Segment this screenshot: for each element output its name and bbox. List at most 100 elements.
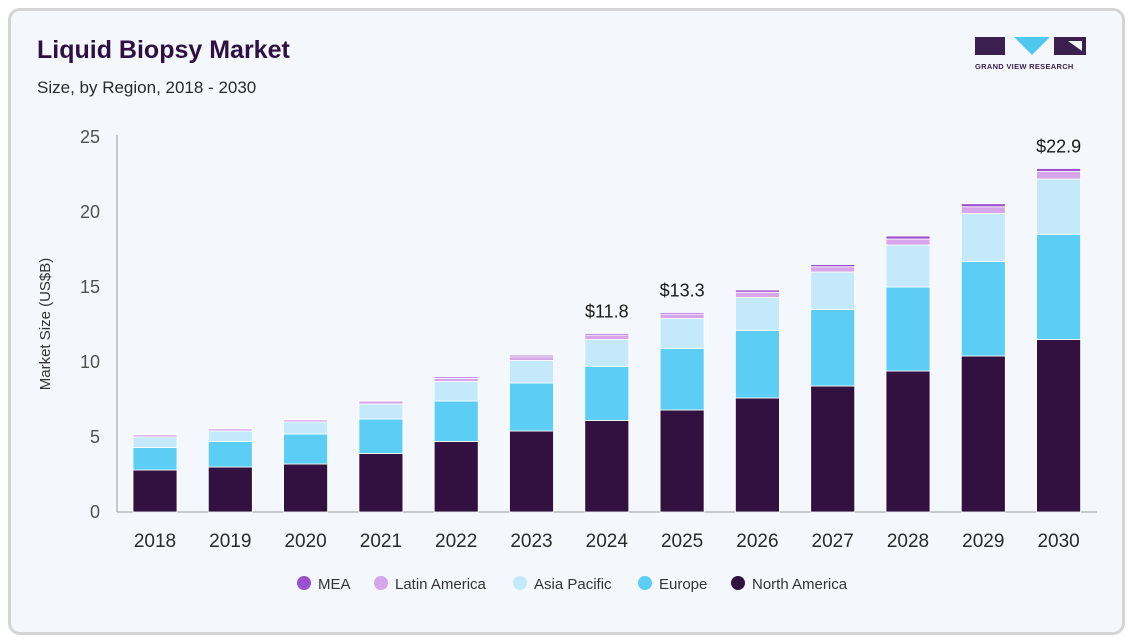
- chart-data-labels: $11.8 $13.3 $22.9: [585, 137, 1081, 322]
- logo-triangle: [1014, 37, 1050, 55]
- bar-segment-europe: [584, 366, 630, 421]
- bar-segment-latin-america: [885, 238, 931, 246]
- legend-swatch-asia-pacific: [513, 576, 527, 590]
- bar-segment-europe: [358, 418, 404, 454]
- bar-segment-north-america: [207, 466, 253, 513]
- bar-segment-mea: [433, 376, 479, 379]
- x-tick-label: 2019: [209, 531, 251, 552]
- bar-segment-asia-pacific: [283, 421, 329, 435]
- bar-segment-north-america: [358, 453, 404, 513]
- y-tick-label: 10: [80, 352, 100, 372]
- bar-segment-europe: [810, 309, 856, 387]
- chart-bars: [132, 168, 1081, 513]
- y-tick-label: 5: [90, 427, 100, 447]
- bar-segment-latin-america: [810, 266, 856, 273]
- bar-segment-north-america: [735, 397, 780, 513]
- bar-segment-mea: [132, 433, 178, 436]
- bar-segment-north-america: [584, 420, 630, 513]
- bar-segment-latin-america: [960, 206, 1006, 214]
- brand-logo: [975, 37, 1086, 55]
- x-tick-label: 2028: [887, 531, 929, 552]
- bar-segment-asia-pacific: [885, 244, 931, 288]
- y-tick-label: 0: [90, 502, 100, 522]
- chart-legend: MEA Latin America Asia Pacific Europe North …: [297, 576, 848, 593]
- x-tick-label: 2021: [360, 531, 402, 552]
- legend-label: North America: [752, 576, 848, 593]
- x-tick-label: 2020: [284, 531, 326, 552]
- y-axis-label: Market Size (US$B): [37, 258, 54, 391]
- data-label: $11.8: [585, 302, 629, 322]
- bar-segment-north-america: [132, 469, 178, 513]
- bar-segment-north-america: [1036, 339, 1081, 513]
- legend-swatch-mea: [297, 576, 311, 590]
- bar-segment-latin-america: [584, 334, 630, 340]
- bar-segment-mea: [735, 289, 780, 293]
- legend-swatch-latin-america: [374, 576, 388, 590]
- bar-segment-asia-pacific: [960, 213, 1006, 262]
- x-tick-label: 2023: [510, 531, 552, 552]
- legend-label: Europe: [659, 576, 707, 593]
- bar-segment-latin-america: [1036, 171, 1081, 180]
- bar-segment-mea: [207, 427, 253, 430]
- legend-swatch-north-america: [731, 576, 745, 590]
- bar-segment-mea: [810, 264, 856, 268]
- bar-segment-asia-pacific: [358, 403, 404, 420]
- bar-segment-europe: [659, 348, 705, 411]
- bar-segment-mea: [358, 399, 404, 402]
- bar-segment-europe: [735, 330, 780, 399]
- x-tick-label: 2026: [736, 531, 778, 552]
- legend-label: MEA: [318, 576, 351, 593]
- y-tick-label: 25: [80, 127, 100, 147]
- bar-segment-latin-america: [358, 400, 404, 405]
- bar-segment-mea: [960, 203, 1006, 208]
- legend-label: Asia Pacific: [534, 576, 612, 593]
- bar-segment-europe: [509, 382, 554, 432]
- data-label: $13.3: [660, 281, 705, 301]
- logo-text: GRAND VIEW RESEARCH: [975, 62, 1074, 71]
- bar-segment-asia-pacific: [659, 318, 705, 349]
- bar-segment-europe: [885, 286, 931, 372]
- bar-segment-latin-america: [433, 378, 479, 382]
- bar-segment-north-america: [960, 355, 1006, 513]
- bar-segment-asia-pacific: [810, 271, 856, 310]
- legend-swatch-europe: [638, 576, 652, 590]
- x-tick-label: 2022: [435, 531, 477, 552]
- page-subtitle: Size, by Region, 2018 - 2030: [37, 78, 257, 97]
- bar-segment-north-america: [283, 463, 329, 513]
- bar-segment-mea: [509, 354, 554, 358]
- x-tick-label: 2025: [661, 531, 703, 552]
- chart-card: [8, 8, 1125, 635]
- bar-segment-asia-pacific: [735, 297, 780, 331]
- data-label: $22.9: [1036, 137, 1081, 157]
- bar-segment-europe: [283, 433, 329, 465]
- bar-segment-europe: [1036, 234, 1081, 340]
- bar-segment-mea: [283, 418, 329, 421]
- bar-segment-europe: [960, 261, 1006, 357]
- bar-segment-asia-pacific: [132, 436, 178, 448]
- logo-block-left: [975, 37, 1005, 55]
- bar-segment-asia-pacific: [207, 430, 253, 442]
- bar-segment-mea: [659, 312, 705, 315]
- bar-segment-mea: [1036, 168, 1081, 172]
- bar-segment-north-america: [659, 409, 705, 513]
- page-title: Liquid Biopsy Market: [37, 36, 290, 64]
- legend-label: Latin America: [395, 576, 487, 593]
- logo-notch: [1068, 41, 1082, 51]
- x-tick-label: 2027: [812, 531, 854, 552]
- bar-segment-asia-pacific: [509, 360, 554, 384]
- bar-segment-latin-america: [735, 291, 780, 298]
- y-tick-label: 15: [80, 277, 100, 297]
- x-tick-label: 2024: [586, 531, 629, 552]
- bar-segment-asia-pacific: [584, 339, 630, 367]
- bar-segment-latin-america: [509, 356, 554, 361]
- bar-segment-mea: [885, 235, 931, 240]
- bar-segment-europe: [433, 400, 479, 442]
- bar-segment-europe: [207, 441, 253, 468]
- bar-segment-mea: [584, 333, 630, 336]
- x-tick-label: 2030: [1037, 531, 1079, 552]
- bar-segment-europe: [132, 447, 178, 471]
- bar-segment-north-america: [810, 385, 856, 513]
- bar-segment-north-america: [885, 370, 931, 513]
